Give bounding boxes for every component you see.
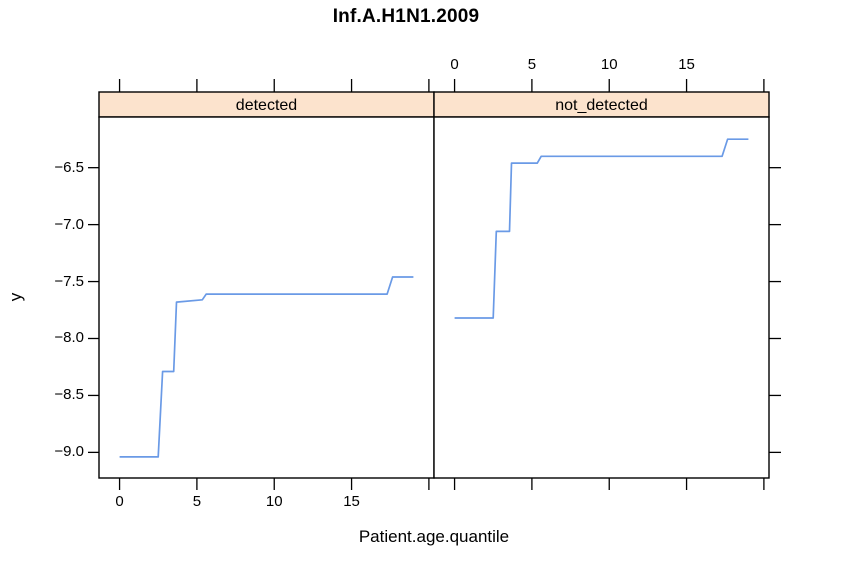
series-line-not_detected [454, 138, 749, 319]
y-axis-title: y [6, 292, 25, 302]
y-tick-label: −8.0 [54, 329, 84, 347]
strip-detected [98, 91, 435, 118]
x-tick-label-bottom: 15 [343, 493, 360, 510]
y-tick-label: −9.0 [54, 443, 84, 461]
x-tick-label-bottom: 5 [192, 493, 202, 510]
strip-label-detected: detected [235, 97, 298, 114]
strip-label-not-detected: not_detected [555, 97, 648, 114]
x-tick-label-top: 0 [450, 56, 459, 73]
y-tick-label: −7.0 [54, 215, 84, 233]
x-tick-label-top: 15 [678, 56, 695, 73]
y-tick-label: −7.5 [54, 272, 84, 290]
y-tick-label: −6.5 [54, 158, 84, 176]
x-tick-label-top: 5 [527, 56, 537, 73]
panel-border-detected [98, 116, 435, 479]
y-tick-label: −8.5 [54, 386, 84, 404]
x-tick-label-top: 10 [600, 56, 618, 73]
panel-border-not_detected [433, 116, 770, 479]
x-tick-label-bottom: 0 [115, 493, 124, 510]
series-line-detected [119, 276, 414, 458]
x-tick-label-bottom: 10 [265, 493, 283, 510]
chart-title: Inf.A.H1N1.2009 [332, 6, 480, 27]
x-axis-title: Patient.age.quantile [358, 527, 510, 546]
strip-not_detected [433, 91, 770, 118]
